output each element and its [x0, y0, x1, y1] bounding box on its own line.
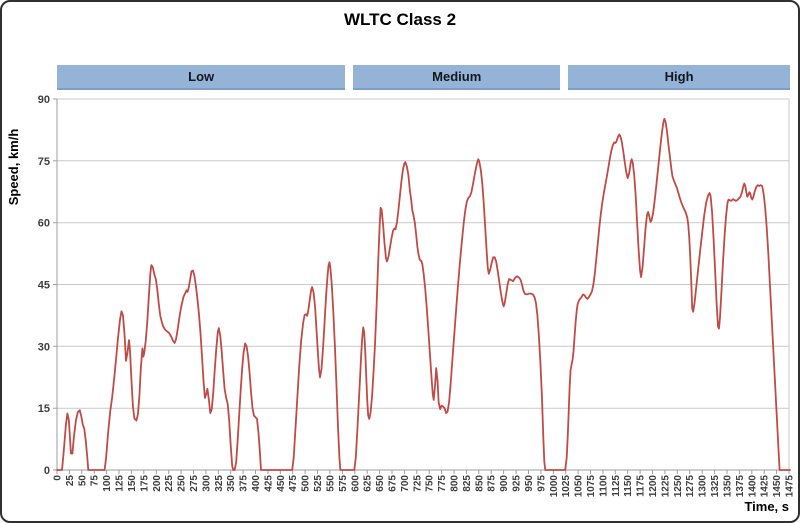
chart-title: WLTC Class 2	[343, 10, 457, 29]
x-tick-label: 125	[115, 475, 126, 492]
x-tick-label: 1350	[723, 475, 734, 498]
x-tick-label: 725	[412, 475, 423, 492]
x-tick-label: 100	[102, 475, 113, 492]
x-tick-label: 825	[462, 475, 473, 492]
x-tick-label: 650	[375, 475, 386, 492]
x-tick-label: 975	[536, 475, 547, 492]
x-tick-label: 1400	[747, 475, 758, 498]
x-tick-label: 550	[325, 475, 336, 492]
y-tick-label: 45	[38, 280, 50, 292]
x-tick-label: 150	[127, 475, 138, 492]
x-tick-label: 0	[53, 475, 64, 481]
x-tick-label: 350	[226, 475, 237, 492]
x-tick-label: 475	[288, 475, 299, 492]
x-tick-label: 1150	[623, 475, 634, 497]
x-tick-label: 225	[164, 475, 175, 492]
x-tick-label: 1025	[561, 475, 572, 498]
x-tick-label: 200	[152, 475, 163, 492]
x-tick-label: 75	[90, 475, 101, 487]
y-tick-label: 75	[38, 156, 50, 168]
x-tick-label: 1200	[648, 475, 659, 498]
x-tick-label: 1175	[636, 475, 647, 497]
x-axis-title: Time, s	[744, 499, 789, 514]
x-tick-label: 25	[65, 475, 76, 487]
y-axis-title: Speed, km/h	[6, 129, 21, 206]
x-tick-label: 900	[499, 475, 510, 492]
x-tick-label: 1225	[660, 475, 671, 498]
x-tick-label: 275	[189, 475, 200, 492]
y-tick-label: 90	[38, 94, 50, 106]
x-tick-label: 850	[474, 475, 485, 492]
x-tick-label: 800	[450, 475, 461, 492]
x-tick-label: 1300	[698, 475, 709, 498]
x-tick-label: 925	[512, 475, 523, 492]
x-tick-label: 575	[338, 475, 349, 492]
phase-band-medium-label: Medium	[432, 69, 482, 84]
x-tick-label: 1425	[760, 475, 771, 498]
phase-band-low: Low	[57, 65, 346, 90]
x-tick-label: 250	[177, 475, 188, 492]
x-tick-label: 875	[487, 475, 498, 492]
x-tick-label: 1275	[685, 475, 696, 498]
x-tick-label: 525	[313, 475, 324, 492]
x-tick-label: 400	[251, 475, 262, 492]
x-tick-label: 625	[363, 475, 374, 492]
x-tick-label: 1050	[574, 475, 585, 498]
x-tick-label: 1250	[673, 475, 684, 498]
y-tick-label: 30	[38, 341, 50, 353]
x-tick-label: 700	[400, 475, 411, 492]
x-tick-label: 1075	[586, 475, 597, 498]
x-tick-label: 600	[350, 475, 361, 492]
speed-curve	[56, 117, 791, 471]
x-tick-label: 675	[388, 475, 399, 492]
phase-band-high: High	[568, 65, 790, 90]
x-tick-label: 450	[276, 475, 287, 492]
x-tick-label: 1325	[710, 475, 721, 498]
x-tick-label: 300	[201, 475, 212, 492]
phase-band-high-label: High	[664, 69, 694, 84]
x-tick-label: 500	[301, 475, 312, 492]
x-tick-label: 50	[77, 475, 88, 487]
x-tick-label: 1375	[735, 475, 746, 498]
y-tick-label: 60	[38, 218, 50, 230]
x-tick-label: 1000	[549, 475, 560, 498]
x-tick-label: 325	[214, 475, 225, 492]
x-tick-label: 1100	[598, 475, 609, 497]
x-tick-label: 775	[437, 475, 448, 492]
x-tick-label: 425	[263, 475, 274, 492]
x-tick-label: 1475	[785, 475, 796, 498]
y-tick-label: 15	[38, 403, 50, 415]
y-tick-label: 0	[44, 465, 50, 477]
x-tick-label: 750	[425, 475, 436, 492]
x-tick-label: 1125	[611, 475, 622, 497]
x-tick-label: 950	[524, 475, 535, 492]
x-tick-label: 375	[239, 475, 250, 492]
phase-band-low-label: Low	[188, 69, 215, 84]
phase-band-medium: Medium	[353, 65, 561, 90]
x-tick-label: 175	[139, 475, 150, 492]
x-tick-label: 1450	[772, 475, 783, 498]
